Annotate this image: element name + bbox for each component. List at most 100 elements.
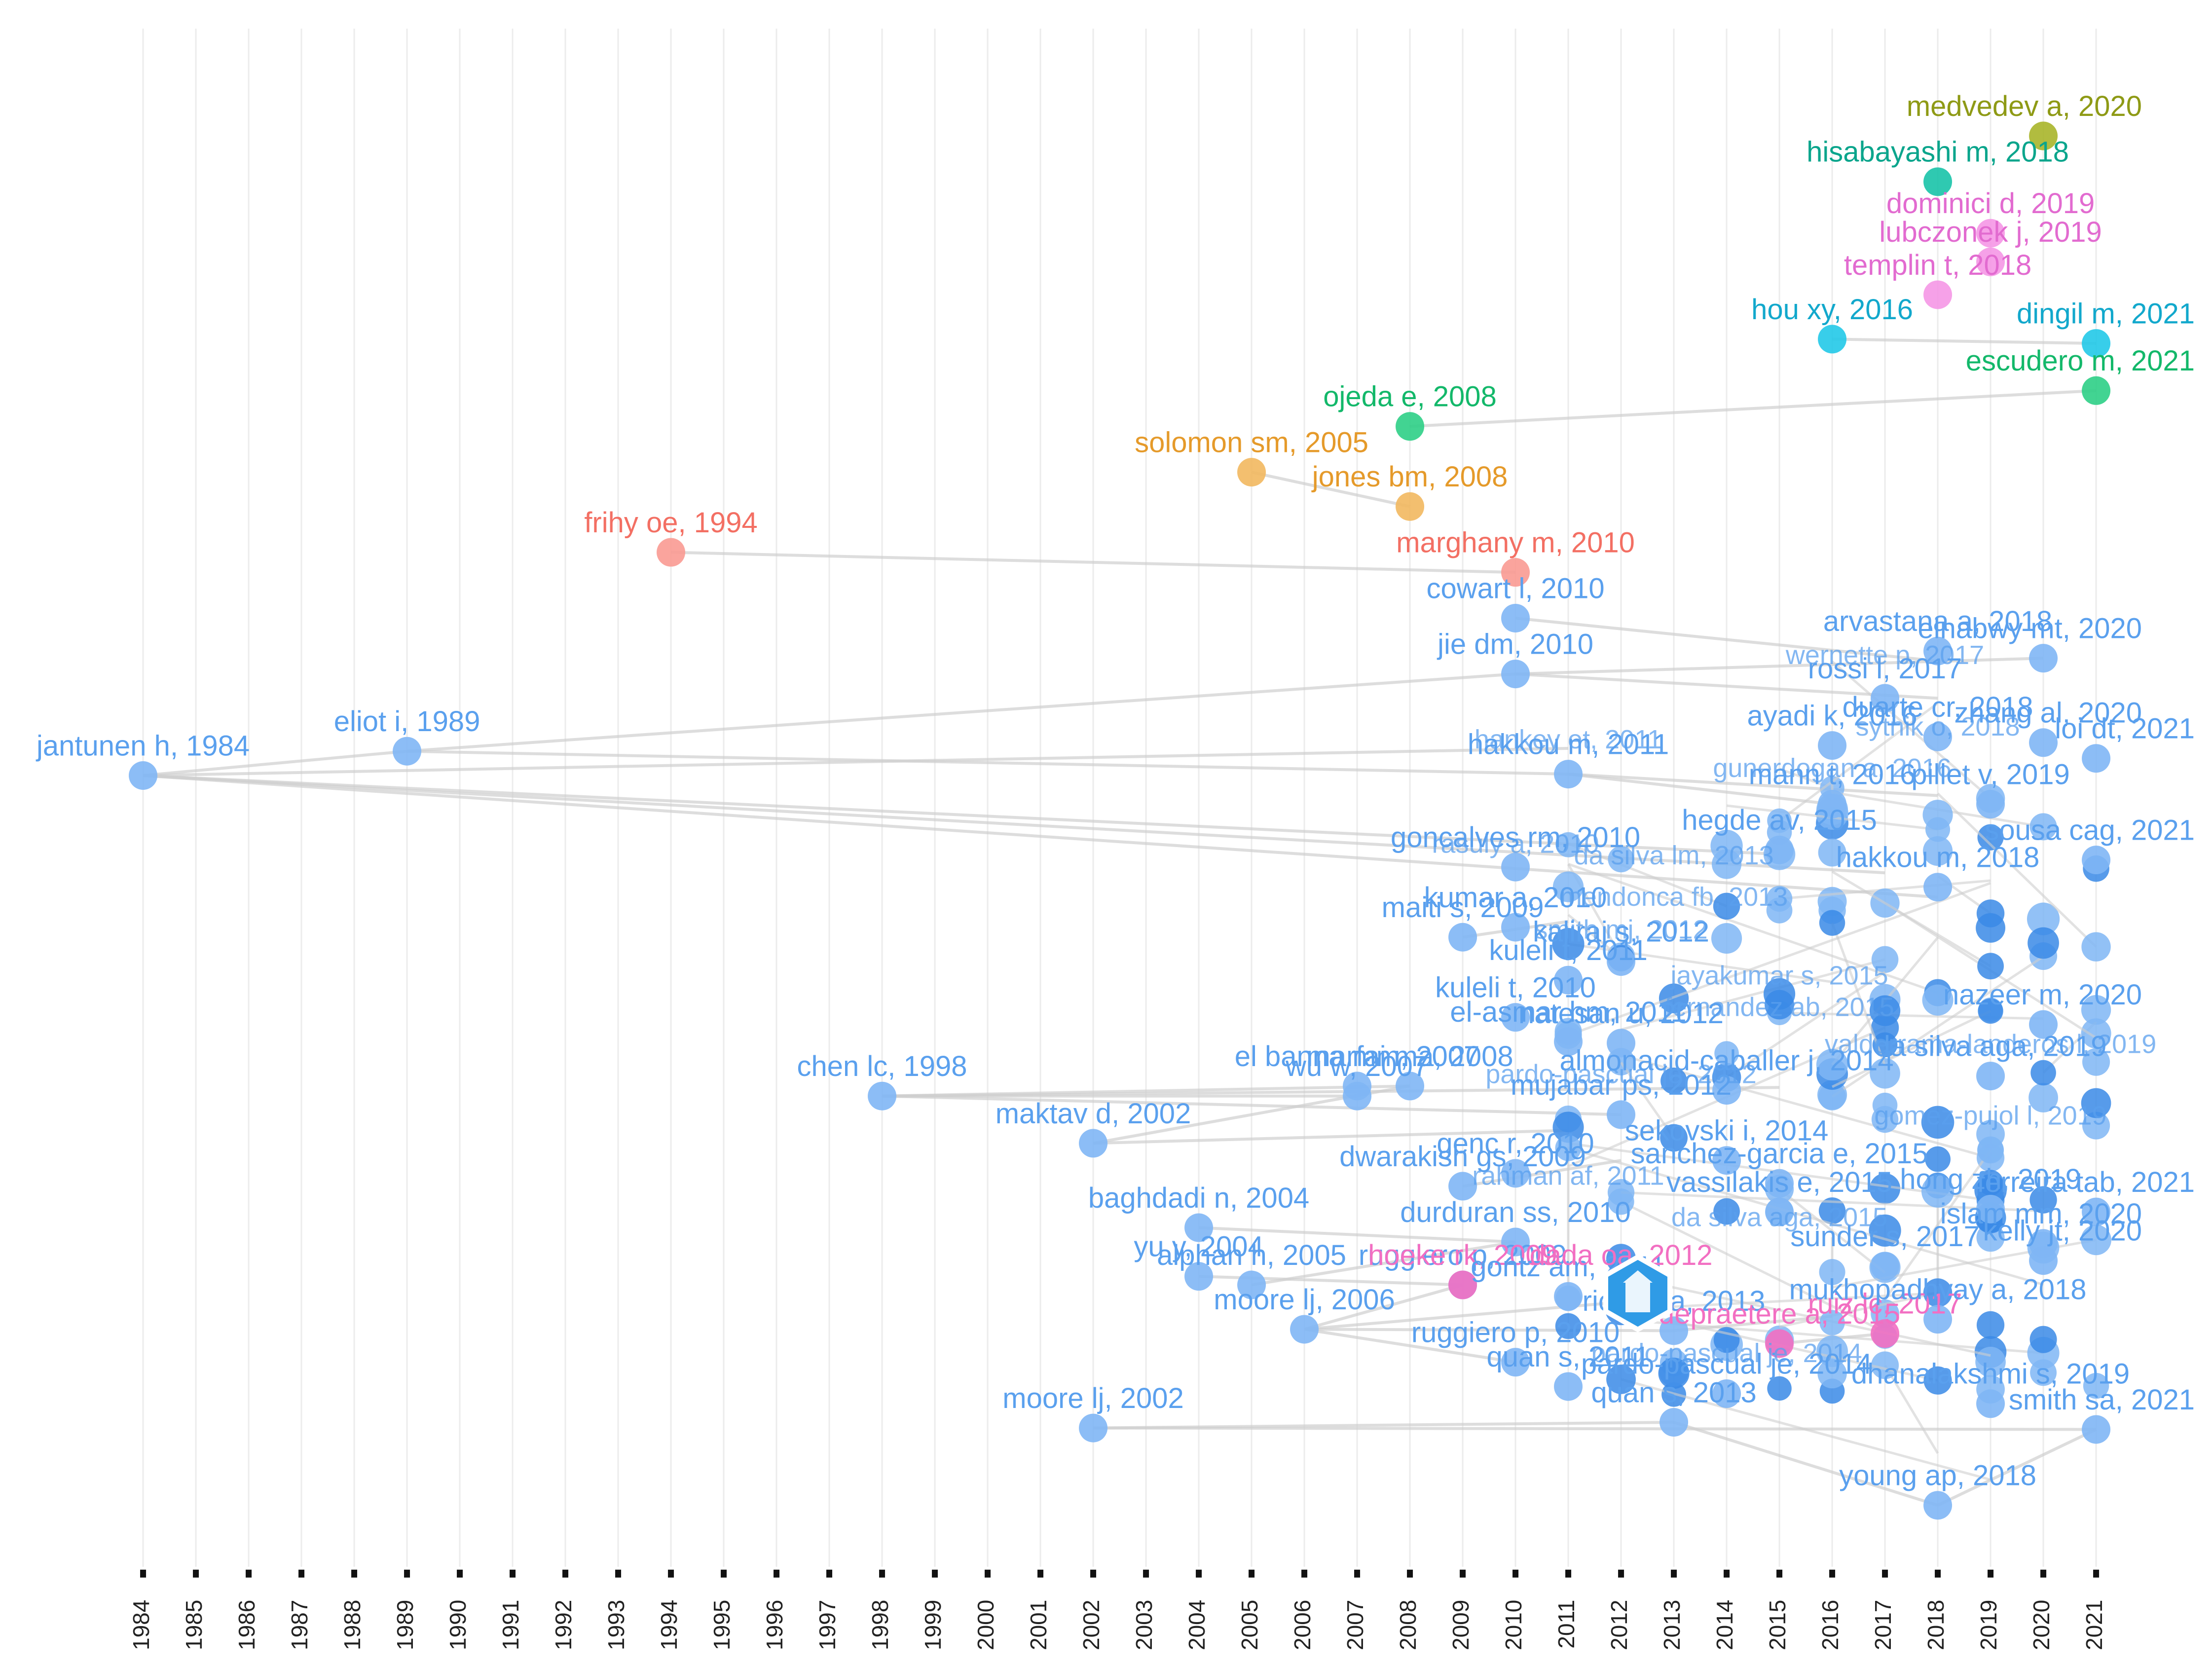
node-label-arvastana-a-2018: arvastana a, 2018 — [1823, 605, 2052, 637]
node-pillet-v-2019[interactable] — [1976, 790, 2005, 819]
node-hoeke-rk-2009[interactable] — [1448, 1270, 1477, 1299]
node-maiti-s-2009[interactable] — [1448, 923, 1477, 952]
selected-node-marker[interactable] — [1603, 1254, 1672, 1333]
node-kumar-a-2010[interactable] — [1501, 913, 1530, 942]
node-baghdadi-n-2004[interactable] — [1184, 1213, 1214, 1242]
node-kuleli-t-2010[interactable] — [1501, 1003, 1530, 1032]
edge-16 — [882, 1094, 1622, 1116]
node-dwarakish-gs-2009[interactable] — [1448, 1172, 1477, 1201]
tick-mark-1987 — [298, 1569, 305, 1578]
node-zhang-al-2020[interactable] — [2029, 728, 2058, 757]
node-duarte-cr-2018[interactable] — [1923, 722, 1953, 751]
node-dhanalakshmi-s-2019[interactable] — [1976, 1389, 2005, 1418]
node-kelly-jt-2020[interactable] — [2029, 1246, 2058, 1275]
node-chen-lc-1998[interactable] — [868, 1081, 897, 1111]
node-sanchez-garcia-e-2015[interactable] — [1765, 1169, 1794, 1198]
cluster-edge-102 — [1831, 870, 1991, 967]
cluster-edge-3 — [1621, 958, 1885, 1031]
node-label-kuleli-t-2011: kuleli t, 2011 — [1489, 934, 1647, 966]
node-mujabar-ps-2012[interactable] — [1607, 1100, 1636, 1129]
node-vassilakis-e-2015[interactable] — [1765, 1197, 1794, 1226]
node-hegde-av-2015[interactable] — [1765, 835, 1794, 864]
cluster-node-91 — [1713, 1327, 1740, 1353]
background-label-4: da silva lm, 2013 — [1574, 841, 1773, 870]
node-templin-t-2018[interactable] — [1923, 280, 1953, 309]
node-kuleli-t-2011[interactable] — [1554, 965, 1583, 995]
node-jantunen-h-1984[interactable] — [129, 761, 158, 790]
node-ojeda-e-2008[interactable] — [1396, 412, 1425, 441]
node-elnabwy-mt-2020[interactable] — [2029, 644, 2058, 673]
node-quan-s-2011[interactable] — [1554, 1372, 1583, 1401]
node-el-banna-mm-2007[interactable] — [1343, 1072, 1372, 1101]
edge-7 — [670, 551, 1516, 574]
node-label-quan-s-2011: quan s, 2011 — [1487, 1341, 1650, 1373]
node-marfai-ma-2008[interactable] — [1396, 1072, 1425, 1101]
node-label-almonacid-caballer-j-2014: almonacid-caballer j, 2014 — [1560, 1044, 1894, 1076]
node-hakkou-m-2018[interactable] — [1923, 873, 1953, 902]
node-pardo-pascual-je-2014[interactable] — [1712, 1379, 1741, 1408]
node-ferreira-tab-2021[interactable] — [2082, 1197, 2111, 1226]
node-smith-sa-2021[interactable] — [2082, 1415, 2111, 1444]
node-durduran-ss-2010[interactable] — [1501, 1227, 1530, 1257]
node-medvedev-a-2020[interactable] — [2029, 121, 2058, 150]
tick-mark-2006 — [1301, 1569, 1308, 1578]
node-loi-dt-2021[interactable] — [2082, 744, 2111, 773]
node-hisabayashi-m-2018[interactable] — [1923, 167, 1953, 196]
node-dominici-d-2019[interactable] — [1976, 219, 2005, 248]
node-da-silva-aga-2019[interactable] — [1976, 1062, 2005, 1091]
node-richter-a-2013[interactable] — [1659, 1316, 1689, 1345]
node-almonacid-caballer-j-2014[interactable] — [1712, 1076, 1741, 1105]
node-solomon-sm-2005[interactable] — [1237, 458, 1266, 487]
cluster-node-117 — [1923, 1278, 1953, 1307]
tick-label-1988: 1988 — [339, 1600, 365, 1650]
cluster-node-102 — [1977, 953, 2004, 980]
node-hou-xy-2016[interactable] — [1818, 325, 1847, 354]
tick-label-1995: 1995 — [709, 1600, 735, 1650]
node-young-ap-2018[interactable] — [1923, 1491, 1953, 1520]
node-mukhopadhyay-a-2018[interactable] — [1923, 1305, 1953, 1334]
node-moore-lj-2006[interactable] — [1290, 1315, 1319, 1344]
year-axis: 1984 1985 1986 1987 1988 1989 1990 1991 1992 1993… — [128, 1569, 2107, 1650]
node-goncalves-rm-2010[interactable] — [1501, 852, 1530, 882]
tick-label-2020: 2020 — [2028, 1600, 2054, 1650]
node-frihy-oe-1994[interactable] — [657, 538, 686, 567]
node-alphan-h-2005[interactable] — [1237, 1270, 1266, 1299]
node-mann-t-2016[interactable] — [1818, 790, 1847, 819]
node-sekovski-i-2014[interactable] — [1712, 1146, 1741, 1175]
tick-mark-2020 — [2040, 1569, 2047, 1578]
node-depraetere-a-2015[interactable] — [1765, 1329, 1794, 1358]
node-hakkou-m-2011[interactable] — [1554, 760, 1583, 789]
cluster-node-38 — [1660, 1068, 1688, 1094]
node-dingil-m-2021[interactable] — [2082, 329, 2111, 358]
cluster-node-113 — [1552, 1111, 1584, 1143]
node-gontz-am-2011[interactable] — [1554, 1282, 1583, 1311]
node-jones-bm-2008[interactable] — [1396, 492, 1425, 521]
node-ruggiero-p-2010[interactable] — [1501, 1348, 1530, 1377]
node-genc-r-2010[interactable] — [1501, 1159, 1530, 1188]
node-nazeer-m-2020[interactable] — [2029, 1010, 2058, 1039]
node-ruiz-lc-2017[interactable] — [1871, 1319, 1900, 1348]
node-cowart-l-2010[interactable] — [1501, 603, 1530, 632]
node-natesan-u-2012[interactable] — [1607, 1029, 1636, 1058]
node-el-asmar-hm-2011[interactable] — [1554, 1027, 1583, 1056]
tick-mark-2002 — [1090, 1569, 1097, 1578]
node-sousa-cag-2021[interactable] — [2082, 846, 2111, 875]
node-yu-y-2004[interactable] — [1184, 1262, 1214, 1291]
node-rossi-l-2017[interactable] — [1871, 684, 1900, 713]
node-marghany-m-2010[interactable] — [1501, 558, 1530, 587]
node-hong-zh-2019[interactable] — [1976, 1194, 2005, 1223]
cluster-node-65 — [1817, 1359, 1847, 1389]
node-lubczonek-j-2019[interactable] — [1976, 247, 2005, 276]
node-jie-dm-2010[interactable] — [1501, 660, 1530, 689]
node-eliot-i-1989[interactable] — [393, 737, 422, 766]
node-arvastana-a-2018[interactable] — [1923, 636, 1953, 666]
node-ayadi-k-2016[interactable] — [1818, 731, 1847, 760]
node-kaliraj-s-2012[interactable] — [1607, 947, 1636, 976]
node-escudero-m-2021[interactable] — [2082, 376, 2111, 405]
node-sunder-s-2017[interactable] — [1871, 1252, 1900, 1281]
node-quan-s-2013[interactable] — [1659, 1407, 1689, 1437]
node-moore-lj-2002[interactable] — [1079, 1413, 1108, 1443]
node-maktav-d-2002[interactable] — [1079, 1129, 1108, 1158]
edge-4 — [143, 774, 1938, 899]
background-label-3: rasuly a, 2010 — [1432, 829, 1599, 859]
